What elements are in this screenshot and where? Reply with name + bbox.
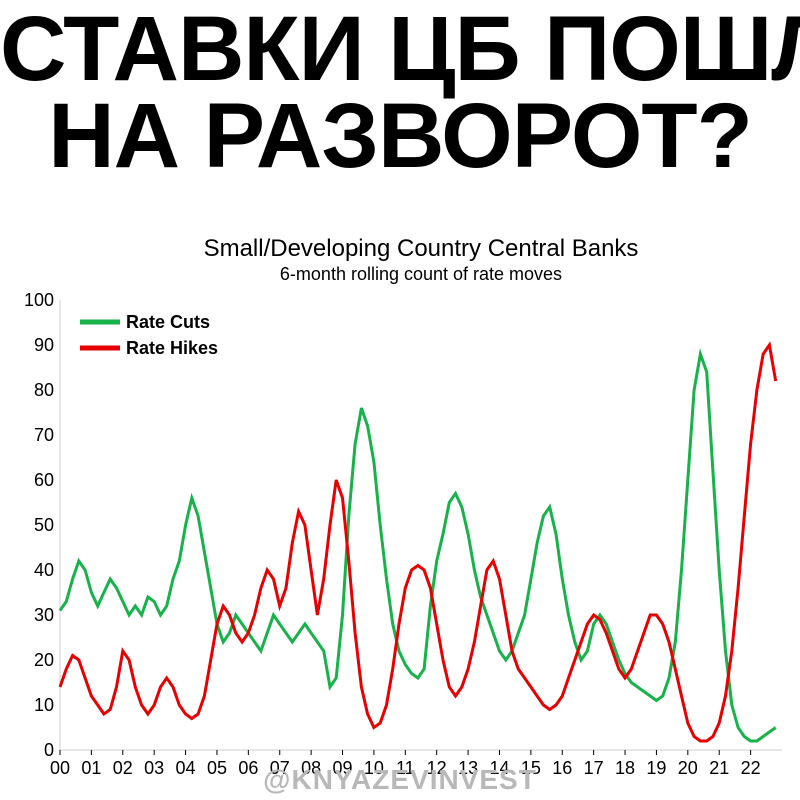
svg-text:0: 0 [44, 740, 54, 760]
svg-text:12: 12 [427, 758, 447, 778]
svg-text:80: 80 [34, 380, 54, 400]
svg-text:10: 10 [34, 695, 54, 715]
svg-text:04: 04 [176, 758, 196, 778]
svg-text:06: 06 [238, 758, 258, 778]
svg-text:20: 20 [34, 650, 54, 670]
svg-text:15: 15 [521, 758, 541, 778]
svg-text:Small/Developing Country Centr: Small/Developing Country Central Banks [204, 235, 639, 262]
svg-text:00: 00 [50, 758, 70, 778]
svg-text:6-month rolling count of rate: 6-month rolling count of rate moves [280, 264, 562, 284]
svg-text:05: 05 [207, 758, 227, 778]
svg-text:18: 18 [615, 758, 635, 778]
svg-text:03: 03 [144, 758, 164, 778]
svg-text:22: 22 [741, 758, 761, 778]
svg-text:40: 40 [34, 560, 54, 580]
chart-container: Small/Developing Country Central Banks6-… [0, 230, 800, 800]
svg-text:07: 07 [270, 758, 290, 778]
svg-text:14: 14 [489, 758, 509, 778]
svg-text:100: 100 [24, 290, 54, 310]
svg-text:01: 01 [81, 758, 101, 778]
svg-text:17: 17 [584, 758, 604, 778]
headline-line1: СТАВКИ ЦБ ПОШЛИ [0, 6, 800, 93]
svg-text:20: 20 [678, 758, 698, 778]
svg-text:08: 08 [301, 758, 321, 778]
svg-text:30: 30 [34, 605, 54, 625]
svg-text:09: 09 [333, 758, 353, 778]
svg-text:19: 19 [646, 758, 666, 778]
headline-line2: НА РАЗВОРОТ? [0, 93, 800, 180]
headline: СТАВКИ ЦБ ПОШЛИ НА РАЗВОРОТ? [0, 0, 800, 181]
svg-text:02: 02 [113, 758, 133, 778]
svg-text:50: 50 [34, 515, 54, 535]
svg-text:21: 21 [709, 758, 729, 778]
svg-text:11: 11 [396, 758, 415, 778]
svg-text:13: 13 [458, 758, 478, 778]
svg-text:60: 60 [34, 470, 54, 490]
series-rate-cuts [60, 354, 776, 741]
svg-text:Rate Hikes: Rate Hikes [126, 338, 218, 358]
central-bank-chart: Small/Developing Country Central Banks6-… [10, 230, 790, 790]
svg-text:90: 90 [34, 335, 54, 355]
svg-text:16: 16 [552, 758, 572, 778]
svg-text:Rate Cuts: Rate Cuts [126, 312, 210, 332]
svg-text:70: 70 [34, 425, 54, 445]
svg-text:10: 10 [364, 758, 384, 778]
